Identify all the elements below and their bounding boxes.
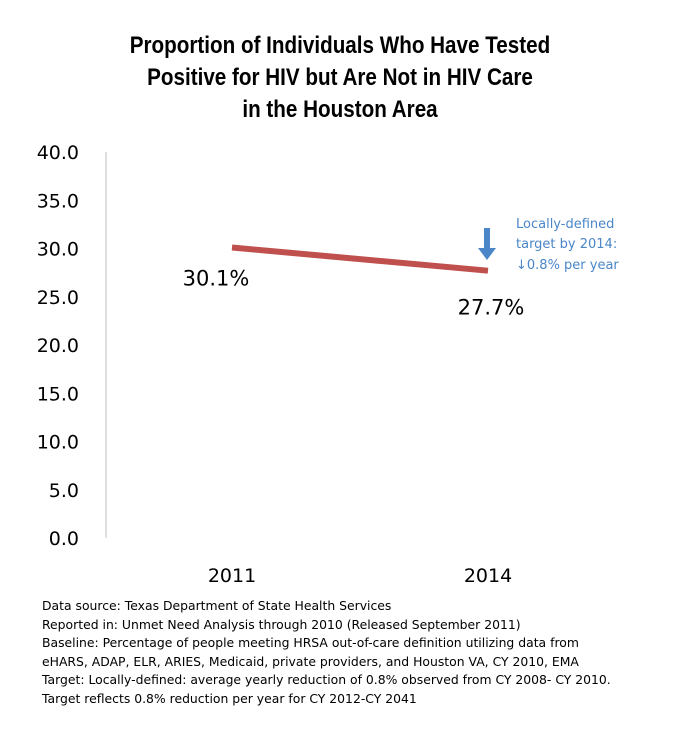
chart-title-line: in the Houston Area: [242, 96, 438, 123]
chart-title-line: Positive for HIV but Are Not in HIV Care: [147, 64, 533, 91]
y-tick-label: 25.0: [37, 287, 79, 309]
y-tick-label: 35.0: [37, 190, 79, 212]
footnote-line: Reported in: Unmet Need Analysis through…: [42, 616, 521, 632]
footnote-line: Baseline: Percentage of people meeting H…: [42, 635, 579, 651]
footnote-line: Target reflects 0.8% reduction per year …: [42, 690, 417, 706]
footnote-line: Data source: Texas Department of State H…: [42, 598, 392, 613]
y-tick-label: 10.0: [37, 432, 79, 454]
line-chart: 0.05.010.015.020.025.030.035.040.0 2011 2…: [37, 142, 620, 587]
y-tick-label: 20.0: [37, 335, 79, 357]
x-tick-label: 2011: [208, 565, 256, 587]
footnote-line: eHARS, ADAP, ELR, ARIES, Medicaid, priva…: [42, 653, 579, 669]
chart-title-line: Proportion of Individuals Who Have Teste…: [129, 32, 551, 59]
data-label: 30.1%: [183, 267, 250, 291]
annotation-line: ↓0.8% per year: [516, 258, 619, 273]
y-tick-label: 40.0: [37, 142, 79, 164]
x-tick-label: 2014: [464, 565, 512, 587]
y-tick-label: 15.0: [37, 383, 79, 405]
annotation-line: target by 2014:: [516, 237, 617, 252]
y-axis-ticks: 0.0 5.0 10.0 15.0 20.0 25.0 30.0 35.0 40.0: [37, 142, 79, 550]
footnote-line: Target: Locally-defined: average yearly …: [42, 672, 611, 688]
footnotes: Data source: Texas Department of State H…: [42, 597, 682, 709]
target-annotation: Locally-defined target by 2014: ↓0.8% pe…: [478, 217, 619, 273]
annotation-line: Locally-defined: [516, 217, 614, 232]
y-tick-label: 0.0: [49, 528, 79, 550]
chart-title: Proportion of Individuals Who Have Teste…: [48, 30, 633, 126]
down-arrow-icon: [478, 228, 496, 260]
y-tick-label: 5.0: [49, 480, 79, 502]
y-tick-label: 30.0: [37, 239, 79, 261]
series-line: [231, 244, 489, 274]
data-labels: 30.1% 27.7%: [183, 267, 525, 320]
series-group: [231, 244, 489, 274]
x-axis-ticks: 2011 2014: [208, 565, 512, 587]
data-label: 27.7%: [458, 296, 525, 320]
